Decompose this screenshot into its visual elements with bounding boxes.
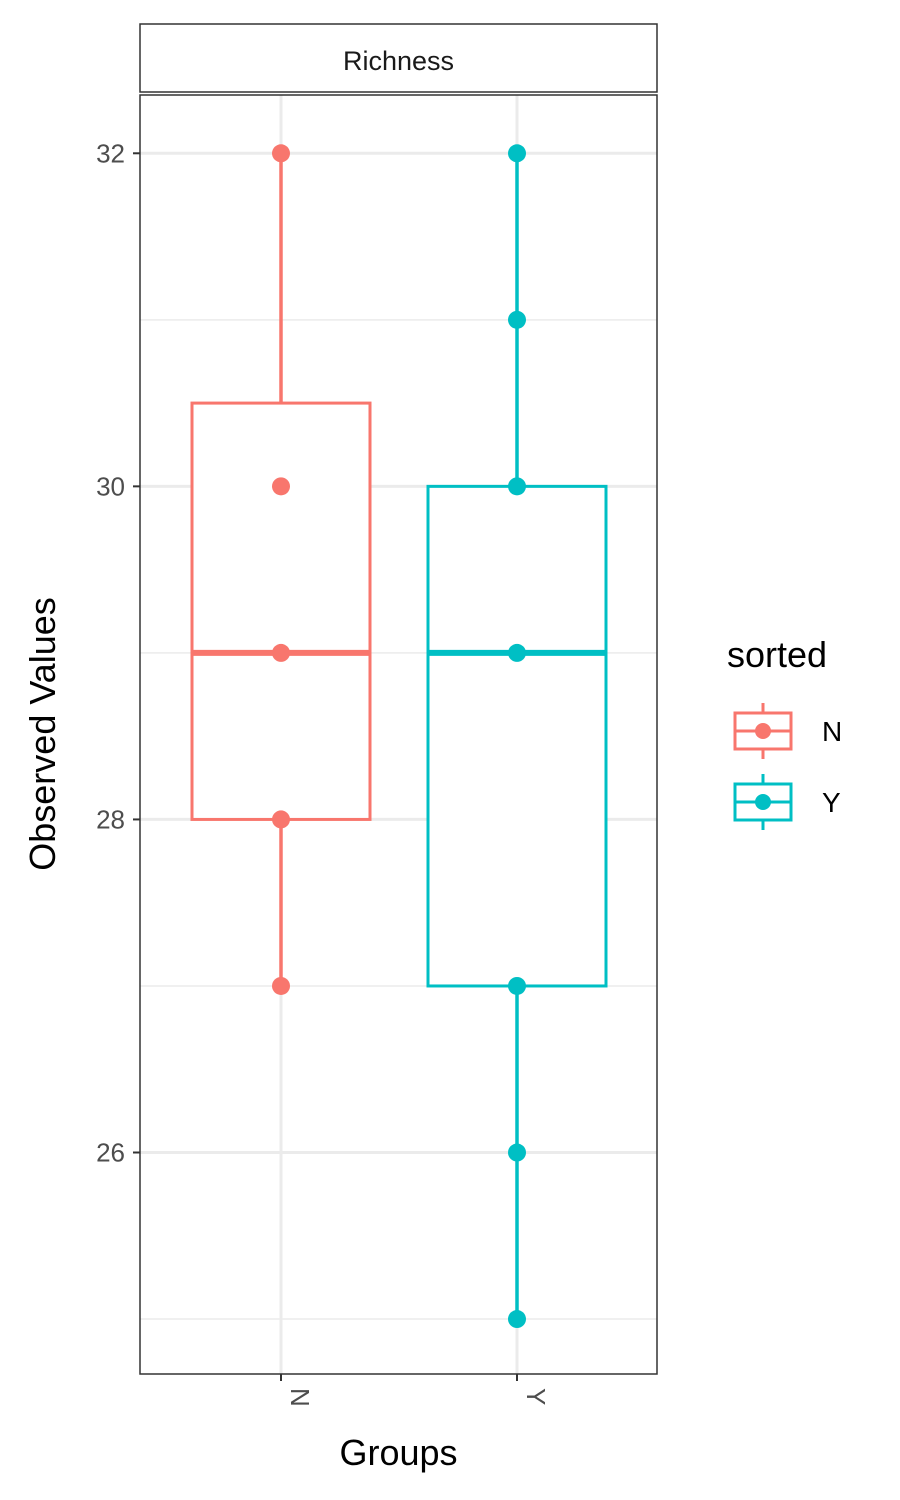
box-iqr (426, 484, 608, 988)
data-point (272, 976, 290, 995)
x-axis-title: Groups (339, 1432, 457, 1473)
box-iqr (190, 401, 372, 821)
plot-panel (139, 94, 658, 1375)
facet-label: Richness (343, 46, 454, 76)
facet-strip (139, 23, 658, 93)
data-point (508, 976, 526, 995)
legend: sorted N Y (727, 634, 842, 830)
data-point (508, 643, 526, 662)
legend-key-Y (733, 774, 793, 830)
boxplot-Y (426, 144, 608, 1329)
panel-border (139, 94, 658, 1375)
boxplot-N (190, 144, 372, 995)
legend-label: N (822, 716, 842, 747)
legend-point (755, 794, 771, 810)
legend-key-N (733, 703, 793, 759)
data-point (272, 144, 290, 163)
data-point (272, 477, 290, 496)
data-point (272, 810, 290, 829)
x-tick-label: N (285, 1388, 315, 1407)
legend-point (755, 723, 771, 739)
data-point (508, 477, 526, 496)
y-tick-label: 30 (96, 471, 125, 501)
data-point (508, 1310, 526, 1329)
legend-title: sorted (727, 634, 827, 675)
y-tick-label: 26 (96, 1138, 125, 1168)
data-point (508, 310, 526, 329)
data-point (508, 144, 526, 163)
x-tick-label: Y (521, 1388, 551, 1405)
data-point (508, 1143, 526, 1162)
y-tick-label: 28 (96, 804, 125, 834)
legend-label: Y (822, 787, 841, 818)
y-axis-title: Observed Values (22, 597, 63, 870)
data-point (272, 643, 290, 662)
y-tick-label: 32 (96, 138, 125, 168)
